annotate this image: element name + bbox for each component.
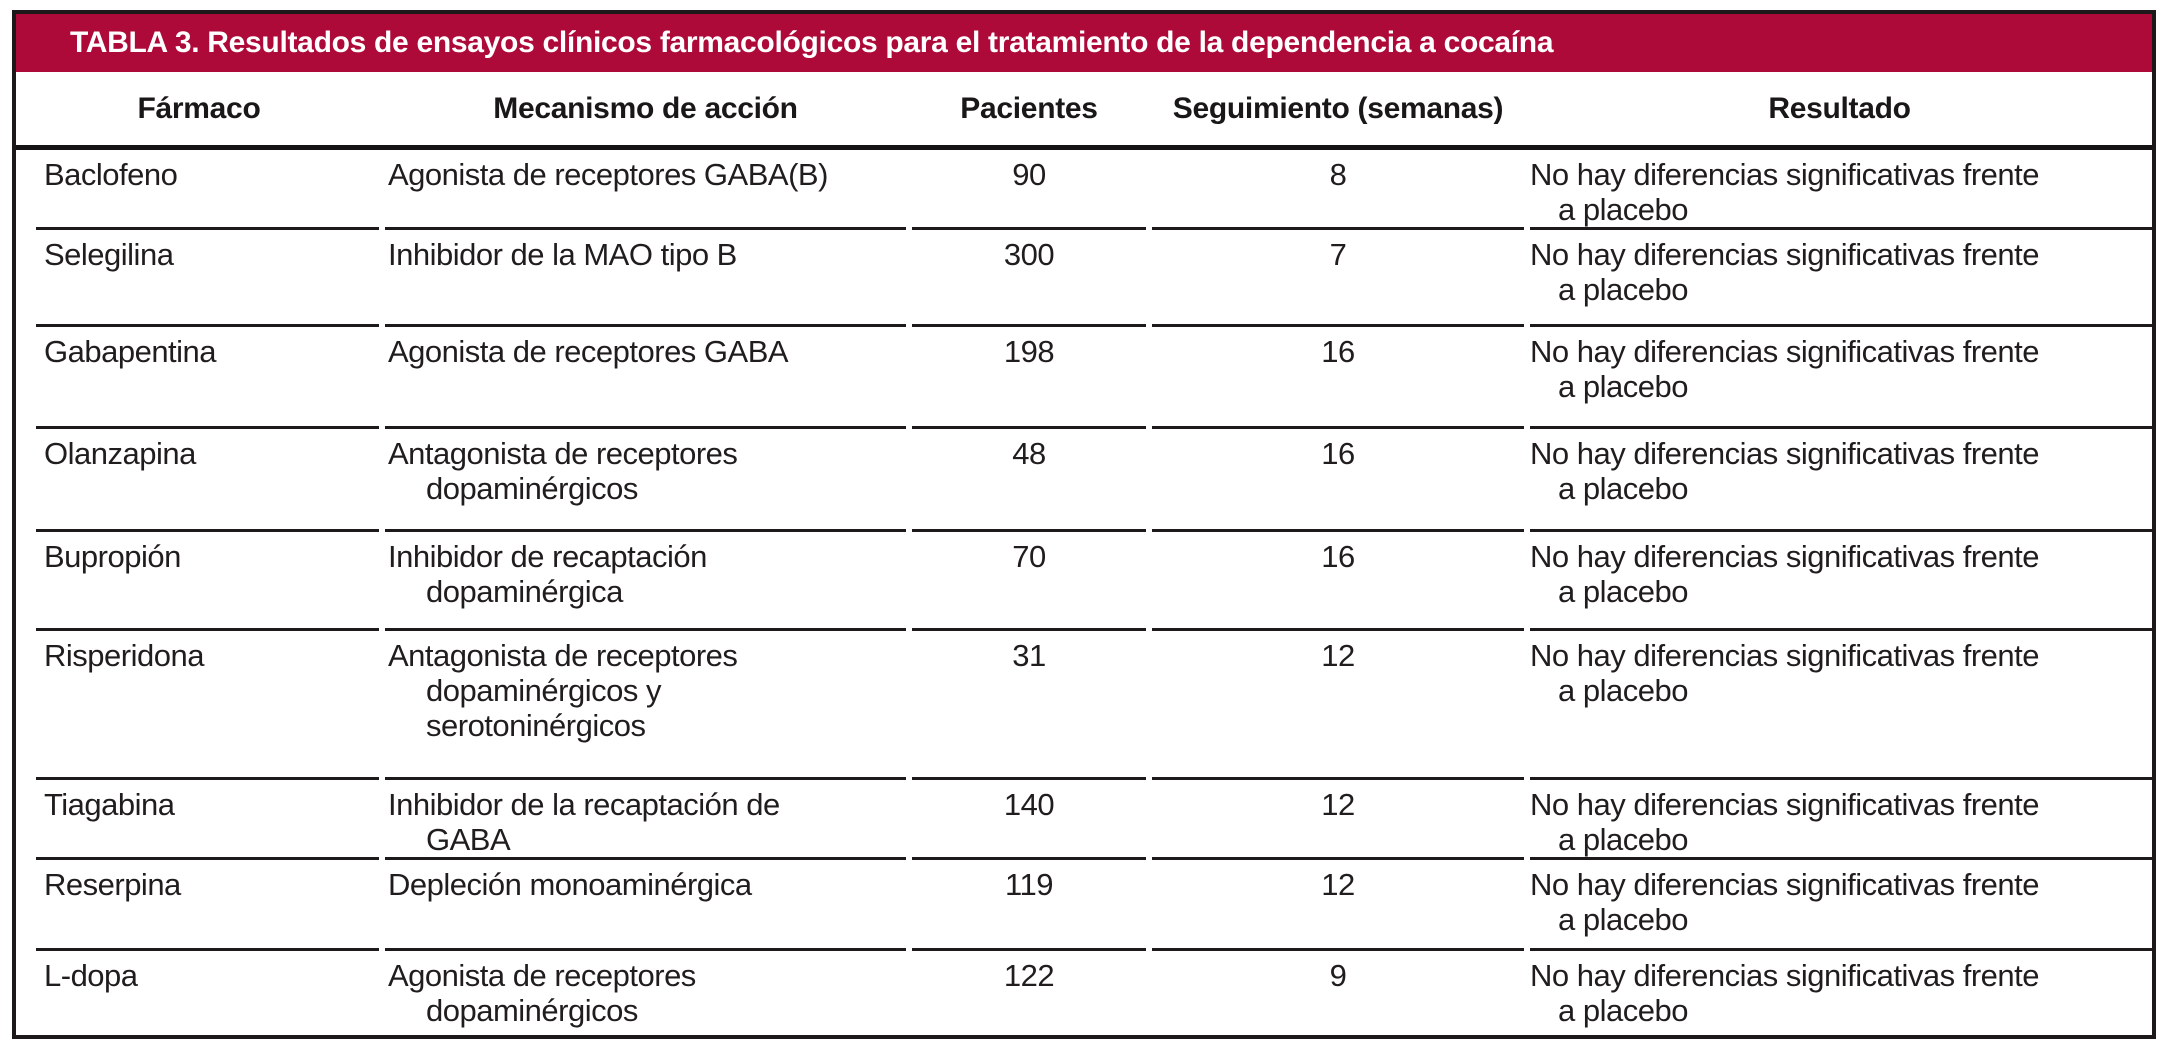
cell-pacientes: 48 <box>912 429 1146 532</box>
table-title-bar: TABLA 3. Resultados de ensayos clínicos … <box>16 14 2152 72</box>
cell-mecanismo: Depleción monoaminérgica <box>385 860 906 951</box>
cell-pacientes: 90 <box>912 150 1146 230</box>
cell-seguimiento: 16 <box>1152 429 1524 532</box>
table-row: Olanzapina Antagonista de receptores dop… <box>16 429 2152 532</box>
cell-resultado: No hay diferencias significativas frente… <box>1530 429 2152 532</box>
cell-resultado: No hay diferencias significativas frente… <box>1530 150 2152 230</box>
cell-resultado: No hay diferencias significativas frente… <box>1530 631 2152 780</box>
cell-mecanismo: Inhibidor de la MAO tipo B <box>385 230 906 327</box>
cell-pacientes: 122 <box>1003 958 1055 993</box>
table-title: TABLA 3. Resultados de ensayos clínicos … <box>70 26 1554 59</box>
table-row: Baclofeno Agonista de receptores GABA(B)… <box>16 150 2152 230</box>
cell-mecanismo: Agonista de receptores GABA(B) <box>385 150 906 230</box>
cell-resultado: No hay diferencias significativas frente… <box>1530 327 2152 429</box>
cell-mecanismo: Inhibidor de la recaptación de GABA <box>385 780 906 860</box>
cell-resultado: No hay diferencias significativas frente… <box>1530 958 2039 1028</box>
cell-pacientes: 31 <box>912 631 1146 780</box>
table-row: Gabapentina Agonista de receptores GABA … <box>16 327 2152 429</box>
column-header-mecanismo: Mecanismo de acción <box>493 91 798 125</box>
column-header-farmaco: Fármaco <box>137 91 261 125</box>
cell-farmaco: Bupropión <box>36 532 379 631</box>
cell-seguimiento: 12 <box>1152 860 1524 951</box>
cell-resultado: No hay diferencias significativas frente… <box>1530 230 2152 327</box>
cell-seguimiento: 12 <box>1152 631 1524 780</box>
cell-seguimiento: 16 <box>1152 532 1524 631</box>
cell-farmaco: Baclofeno <box>36 150 379 230</box>
table-row: L-dopa Agonista de receptores dopaminérg… <box>16 951 2152 1039</box>
cell-seguimiento: 8 <box>1152 150 1524 230</box>
cell-pacientes: 70 <box>912 532 1146 631</box>
cell-seguimiento: 7 <box>1152 230 1524 327</box>
cell-mecanismo: Inhibidor de recaptación dopaminérgica <box>385 532 906 631</box>
cell-pacientes: 198 <box>912 327 1146 429</box>
cell-seguimiento: 12 <box>1152 780 1524 860</box>
table-row: Bupropión Inhibidor de recaptación dopam… <box>16 532 2152 631</box>
cell-resultado: No hay diferencias significativas frente… <box>1530 532 2152 631</box>
cell-farmaco: Tiagabina <box>36 780 379 860</box>
cell-mecanismo: Agonista de receptores GABA <box>385 327 906 429</box>
cell-pacientes: 300 <box>912 230 1146 327</box>
cell-farmaco: Reserpina <box>36 860 379 951</box>
cell-mecanismo: Antagonista de receptores dopaminérgicos… <box>385 631 906 780</box>
cell-farmaco: Risperidona <box>36 631 379 780</box>
column-header-pacientes: Pacientes <box>960 91 1098 125</box>
table-row: Selegilina Inhibidor de la MAO tipo B 30… <box>16 230 2152 327</box>
cell-farmaco: L-dopa <box>44 958 138 993</box>
cell-resultado: No hay diferencias significativas frente… <box>1530 780 2152 860</box>
table-row: Reserpina Depleción monoaminérgica 119 1… <box>16 860 2152 951</box>
column-header-seguimiento: Seguimiento (semanas) <box>1172 91 1504 125</box>
table-row: Risperidona Antagonista de receptores do… <box>16 631 2152 780</box>
cell-farmaco: Selegilina <box>36 230 379 327</box>
cell-pacientes: 140 <box>912 780 1146 860</box>
table-row: Tiagabina Inhibidor de la recaptación de… <box>16 780 2152 860</box>
table-header-row: Fármaco Mecanismo de acción Pacientes Se… <box>16 72 2152 150</box>
cell-seguimiento: 9 <box>1329 958 1347 993</box>
cell-pacientes: 119 <box>912 860 1146 951</box>
table-frame: TABLA 3. Resultados de ensayos clínicos … <box>12 10 2156 1039</box>
column-header-resultado: Resultado <box>1768 91 1911 125</box>
cell-seguimiento: 16 <box>1152 327 1524 429</box>
cell-resultado: No hay diferencias significativas frente… <box>1530 860 2152 951</box>
cell-mecanismo: Agonista de receptores dopaminérgicos <box>388 958 696 1028</box>
cell-farmaco: Gabapentina <box>36 327 379 429</box>
cell-mecanismo: Antagonista de receptores dopaminérgicos <box>385 429 906 532</box>
cell-farmaco: Olanzapina <box>36 429 379 532</box>
